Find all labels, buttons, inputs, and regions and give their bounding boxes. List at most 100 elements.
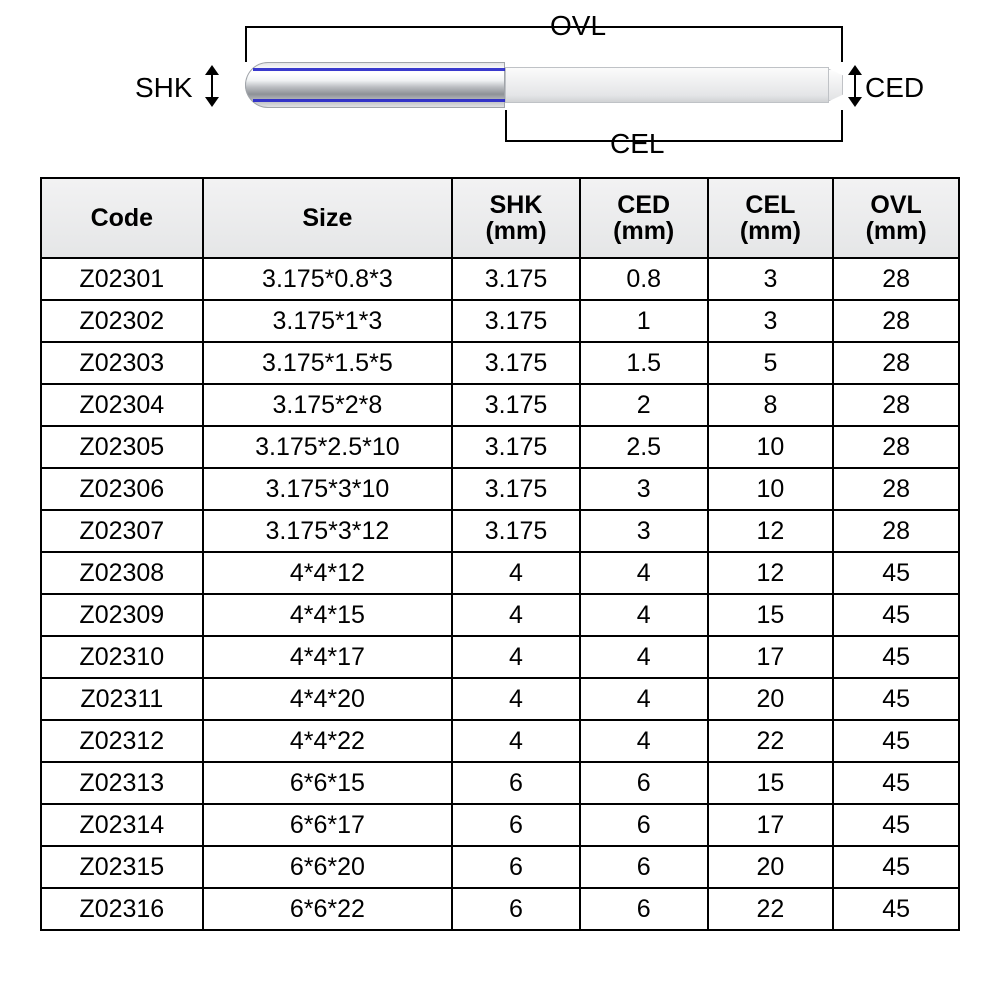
- cell-cel: 8: [708, 384, 834, 426]
- tool-shank: [245, 62, 505, 108]
- cell-shk: 6: [452, 888, 580, 930]
- col-cel: CEL(mm): [708, 178, 834, 258]
- table-row: Z023124*4*22442245: [41, 720, 959, 762]
- table-row: Z023146*6*17661745: [41, 804, 959, 846]
- cell-cel: 5: [708, 342, 834, 384]
- cell-size: 3.175*2.5*10: [203, 426, 453, 468]
- cell-cel: 22: [708, 888, 834, 930]
- cell-code: Z02311: [41, 678, 203, 720]
- cel-tick-right: [841, 110, 843, 142]
- cell-shk: 3.175: [452, 300, 580, 342]
- cell-size: 4*4*17: [203, 636, 453, 678]
- cell-size: 6*6*20: [203, 846, 453, 888]
- cell-size: 4*4*22: [203, 720, 453, 762]
- table-row: Z023033.175*1.5*53.1751.5528: [41, 342, 959, 384]
- cell-ced: 4: [580, 720, 708, 762]
- cell-code: Z02309: [41, 594, 203, 636]
- cell-size: 6*6*17: [203, 804, 453, 846]
- cell-ovl: 28: [833, 426, 959, 468]
- cell-ovl: 28: [833, 468, 959, 510]
- cell-shk: 4: [452, 552, 580, 594]
- cell-code: Z02307: [41, 510, 203, 552]
- spec-header-row: CodeSizeSHK(mm)CED(mm)CEL(mm)OVL(mm): [41, 178, 959, 258]
- cell-cel: 22: [708, 720, 834, 762]
- cel-tick-left: [505, 110, 507, 142]
- col-code: Code: [41, 178, 203, 258]
- cell-ced: 6: [580, 762, 708, 804]
- cell-ced: 6: [580, 888, 708, 930]
- cell-cel: 15: [708, 594, 834, 636]
- table-row: Z023084*4*12441245: [41, 552, 959, 594]
- cell-cel: 15: [708, 762, 834, 804]
- cell-ovl: 28: [833, 510, 959, 552]
- cell-shk: 4: [452, 636, 580, 678]
- tool-cutter: [505, 67, 829, 103]
- table-row: Z023053.175*2.5*103.1752.51028: [41, 426, 959, 468]
- cell-size: 3.175*0.8*3: [203, 258, 453, 300]
- table-row: Z023114*4*20442045: [41, 678, 959, 720]
- cell-cel: 10: [708, 468, 834, 510]
- spec-table-body: Z023013.175*0.8*33.1750.8328Z023023.175*…: [41, 258, 959, 930]
- cell-code: Z02313: [41, 762, 203, 804]
- table-row: Z023013.175*0.8*33.1750.8328: [41, 258, 959, 300]
- cell-shk: 6: [452, 846, 580, 888]
- cell-shk: 4: [452, 720, 580, 762]
- cell-code: Z02303: [41, 342, 203, 384]
- cell-ovl: 28: [833, 258, 959, 300]
- table-row: Z023073.175*3*123.17531228: [41, 510, 959, 552]
- cell-ovl: 28: [833, 342, 959, 384]
- spec-table: CodeSizeSHK(mm)CED(mm)CEL(mm)OVL(mm) Z02…: [40, 177, 960, 931]
- cell-cel: 17: [708, 804, 834, 846]
- cell-size: 4*4*20: [203, 678, 453, 720]
- col-ced: CED(mm): [580, 178, 708, 258]
- ovl-dimension-line: [245, 26, 843, 28]
- cell-ced: 4: [580, 594, 708, 636]
- cell-size: 3.175*2*8: [203, 384, 453, 426]
- cell-shk: 6: [452, 762, 580, 804]
- cell-code: Z02306: [41, 468, 203, 510]
- cell-code: Z02312: [41, 720, 203, 762]
- table-row: Z023104*4*17441745: [41, 636, 959, 678]
- cell-cel: 3: [708, 300, 834, 342]
- cell-cel: 3: [708, 258, 834, 300]
- cell-ced: 2: [580, 384, 708, 426]
- cell-code: Z02302: [41, 300, 203, 342]
- cell-shk: 3.175: [452, 384, 580, 426]
- label-ced: CED: [865, 72, 924, 104]
- cell-cel: 20: [708, 846, 834, 888]
- cell-ced: 2.5: [580, 426, 708, 468]
- cell-size: 4*4*15: [203, 594, 453, 636]
- cell-size: 3.175*3*12: [203, 510, 453, 552]
- cell-code: Z02315: [41, 846, 203, 888]
- cell-size: 3.175*1*3: [203, 300, 453, 342]
- cell-ovl: 45: [833, 678, 959, 720]
- cell-ced: 4: [580, 552, 708, 594]
- cell-cel: 20: [708, 678, 834, 720]
- cell-shk: 3.175: [452, 342, 580, 384]
- router-bit-illustration: [245, 62, 843, 108]
- cell-ovl: 45: [833, 804, 959, 846]
- cell-ovl: 45: [833, 594, 959, 636]
- cell-cel: 10: [708, 426, 834, 468]
- label-cel: CEL: [610, 128, 664, 160]
- cell-ced: 4: [580, 636, 708, 678]
- cell-cel: 17: [708, 636, 834, 678]
- cell-code: Z02305: [41, 426, 203, 468]
- cell-ced: 1: [580, 300, 708, 342]
- spec-table-head: CodeSizeSHK(mm)CED(mm)CEL(mm)OVL(mm): [41, 178, 959, 258]
- ovl-tick-left: [245, 26, 247, 62]
- cell-ced: 4: [580, 678, 708, 720]
- cell-ced: 6: [580, 846, 708, 888]
- cell-ovl: 28: [833, 384, 959, 426]
- cell-shk: 3.175: [452, 468, 580, 510]
- cell-shk: 3.175: [452, 258, 580, 300]
- cell-shk: 4: [452, 594, 580, 636]
- cell-ced: 1.5: [580, 342, 708, 384]
- cell-code: Z02314: [41, 804, 203, 846]
- cell-code: Z02304: [41, 384, 203, 426]
- tool-diagram: OVL CEL SHK CED: [90, 10, 910, 165]
- cell-ced: 0.8: [580, 258, 708, 300]
- cell-shk: 6: [452, 804, 580, 846]
- cell-ovl: 28: [833, 300, 959, 342]
- cell-size: 3.175*3*10: [203, 468, 453, 510]
